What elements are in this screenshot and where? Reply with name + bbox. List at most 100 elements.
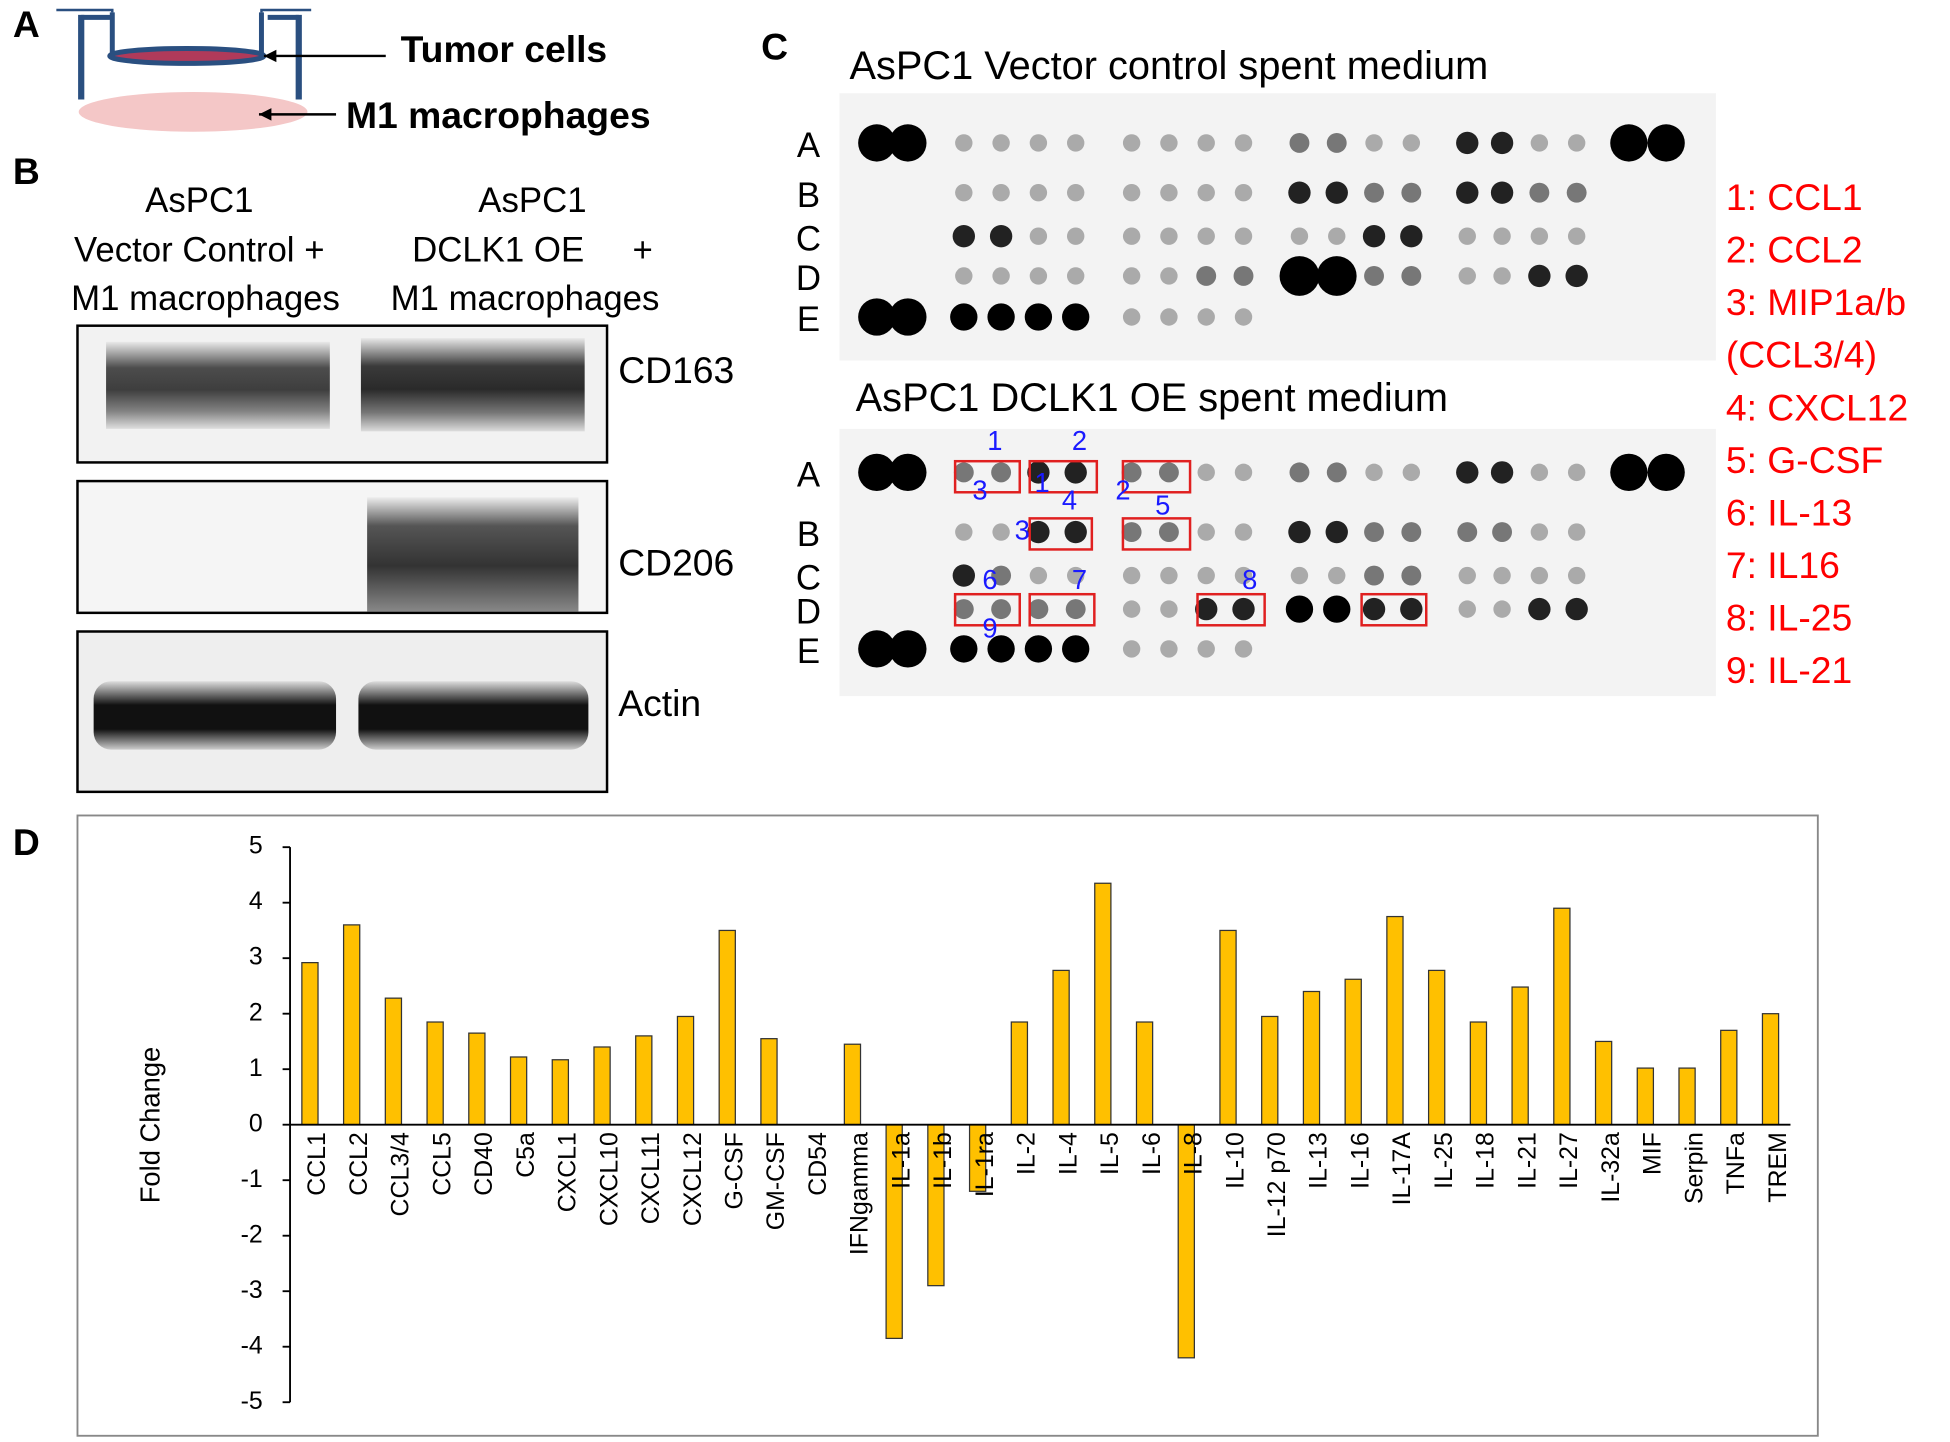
- array-dot: [1530, 227, 1549, 245]
- x-tick-label: IL-5: [1096, 1132, 1124, 1175]
- array-dot: [1160, 566, 1178, 585]
- row-label: A: [797, 126, 821, 165]
- x-tick-label: CCL1: [303, 1132, 331, 1196]
- legend-entry: 8: IL-25: [1726, 597, 1852, 639]
- array-dot: [1362, 225, 1386, 248]
- legend-entry: 1: CCL1: [1726, 176, 1863, 218]
- x-tick-label: CXCL10: [595, 1132, 623, 1226]
- array-dot: [989, 225, 1013, 248]
- array-dot: [1234, 463, 1253, 482]
- array-dot: [987, 635, 1015, 663]
- array-dot: [1160, 308, 1178, 326]
- array-dot: [1029, 227, 1048, 245]
- array-dot: [858, 298, 896, 336]
- row-label: E: [797, 632, 820, 671]
- array-dot: [1122, 566, 1141, 585]
- blot-label: Actin: [618, 682, 701, 724]
- array-dot: [1456, 181, 1479, 204]
- row-label: A: [797, 456, 821, 495]
- x-tick-label: CXCL11: [637, 1132, 665, 1224]
- array-dot: [1197, 134, 1215, 152]
- array-dot: [1160, 640, 1178, 658]
- array-dot: [1122, 308, 1141, 326]
- header: Vector Control +: [74, 231, 324, 270]
- array-dot: [1285, 595, 1314, 623]
- array-dot: [1160, 227, 1178, 245]
- array-dot: [1289, 462, 1310, 483]
- array-dot: [1493, 600, 1511, 618]
- array-dot: [1365, 134, 1383, 152]
- x-tick-label: TREM: [1764, 1132, 1792, 1202]
- array-dot: [858, 453, 896, 492]
- array-dot: [1493, 227, 1511, 245]
- array-dot: [992, 523, 1010, 541]
- bar: [593, 1046, 611, 1126]
- array-dot: [1288, 181, 1311, 204]
- blot-label: CD163: [618, 349, 734, 391]
- array-dot: [1490, 181, 1514, 204]
- array-dot: [953, 599, 974, 620]
- array-dot: [1197, 566, 1215, 585]
- box-number: 4: [1062, 484, 1077, 515]
- array-dot: [1064, 461, 1087, 484]
- y-tick-label: -4: [241, 1331, 263, 1359]
- array-dot: [1121, 462, 1142, 483]
- transwell-schematic: [56, 8, 386, 132]
- bar: [843, 1043, 862, 1126]
- array-dot: [1062, 303, 1090, 331]
- array-dot: [1029, 134, 1048, 152]
- array-title: AsPC1 DCLK1 OE spent medium: [856, 376, 1448, 420]
- array-dot: [1064, 520, 1087, 544]
- array-dot: [1401, 565, 1422, 586]
- array-dot: [1234, 566, 1253, 585]
- chart: -5 -4 -3 -2 -1 0 1 2 3 4 5 CCL1 CCL2 CCL3/4 CCL5 CD40 C5…: [241, 832, 1792, 1415]
- array-dot: [1364, 522, 1384, 542]
- chart-frame: [76, 814, 1819, 1437]
- legend-entry: 5: G-CSF: [1726, 439, 1883, 481]
- array-dot: [1325, 520, 1348, 544]
- array-dot: [1289, 133, 1310, 153]
- box-number: 3: [972, 474, 987, 505]
- array-dot: [1647, 453, 1685, 492]
- bar: [1052, 969, 1070, 1126]
- x-tick-label: Serpin: [1680, 1132, 1708, 1204]
- array-dot: [1234, 640, 1253, 658]
- bar: [1094, 882, 1112, 1126]
- bar: [635, 1035, 653, 1126]
- array-dot: [1160, 267, 1178, 285]
- panel-label: D: [13, 821, 40, 863]
- y-tick-label: 4: [249, 887, 263, 915]
- bar: [676, 1015, 695, 1126]
- legend-entry: 9: IL-21: [1726, 649, 1852, 691]
- array-dot: [1492, 522, 1513, 542]
- array-title: AsPC1 Vector control spent medium: [849, 44, 1488, 88]
- y-tick-label: -5: [241, 1387, 263, 1415]
- box-number: 7: [1072, 564, 1087, 595]
- array-dot: [1029, 566, 1048, 585]
- label: M1 macrophages: [346, 94, 651, 136]
- x-tick-label: IL-10: [1221, 1132, 1249, 1189]
- row-label: D: [796, 259, 821, 298]
- array-dot: [1530, 566, 1549, 585]
- bar: [1344, 978, 1362, 1126]
- x-tick-label: IL-1a: [887, 1132, 915, 1189]
- row-label: C: [796, 219, 821, 258]
- bar: [1511, 986, 1529, 1126]
- array-dot: [1362, 597, 1386, 621]
- array-dot: [1458, 267, 1476, 285]
- x-tick-label: IL-27: [1555, 1132, 1583, 1189]
- x-tick-label: C5a: [512, 1132, 540, 1178]
- array-dot: [1234, 227, 1253, 245]
- array-dot: [1364, 182, 1384, 203]
- array-dot: [1528, 264, 1551, 288]
- array-dot: [1122, 183, 1141, 202]
- array-dot: [1234, 308, 1253, 326]
- bar: [1219, 929, 1237, 1126]
- bar: [426, 1021, 444, 1126]
- array-dot: [1288, 520, 1311, 544]
- array-dot: [1401, 182, 1422, 203]
- array-dot: [1316, 256, 1357, 296]
- bar: [301, 962, 319, 1126]
